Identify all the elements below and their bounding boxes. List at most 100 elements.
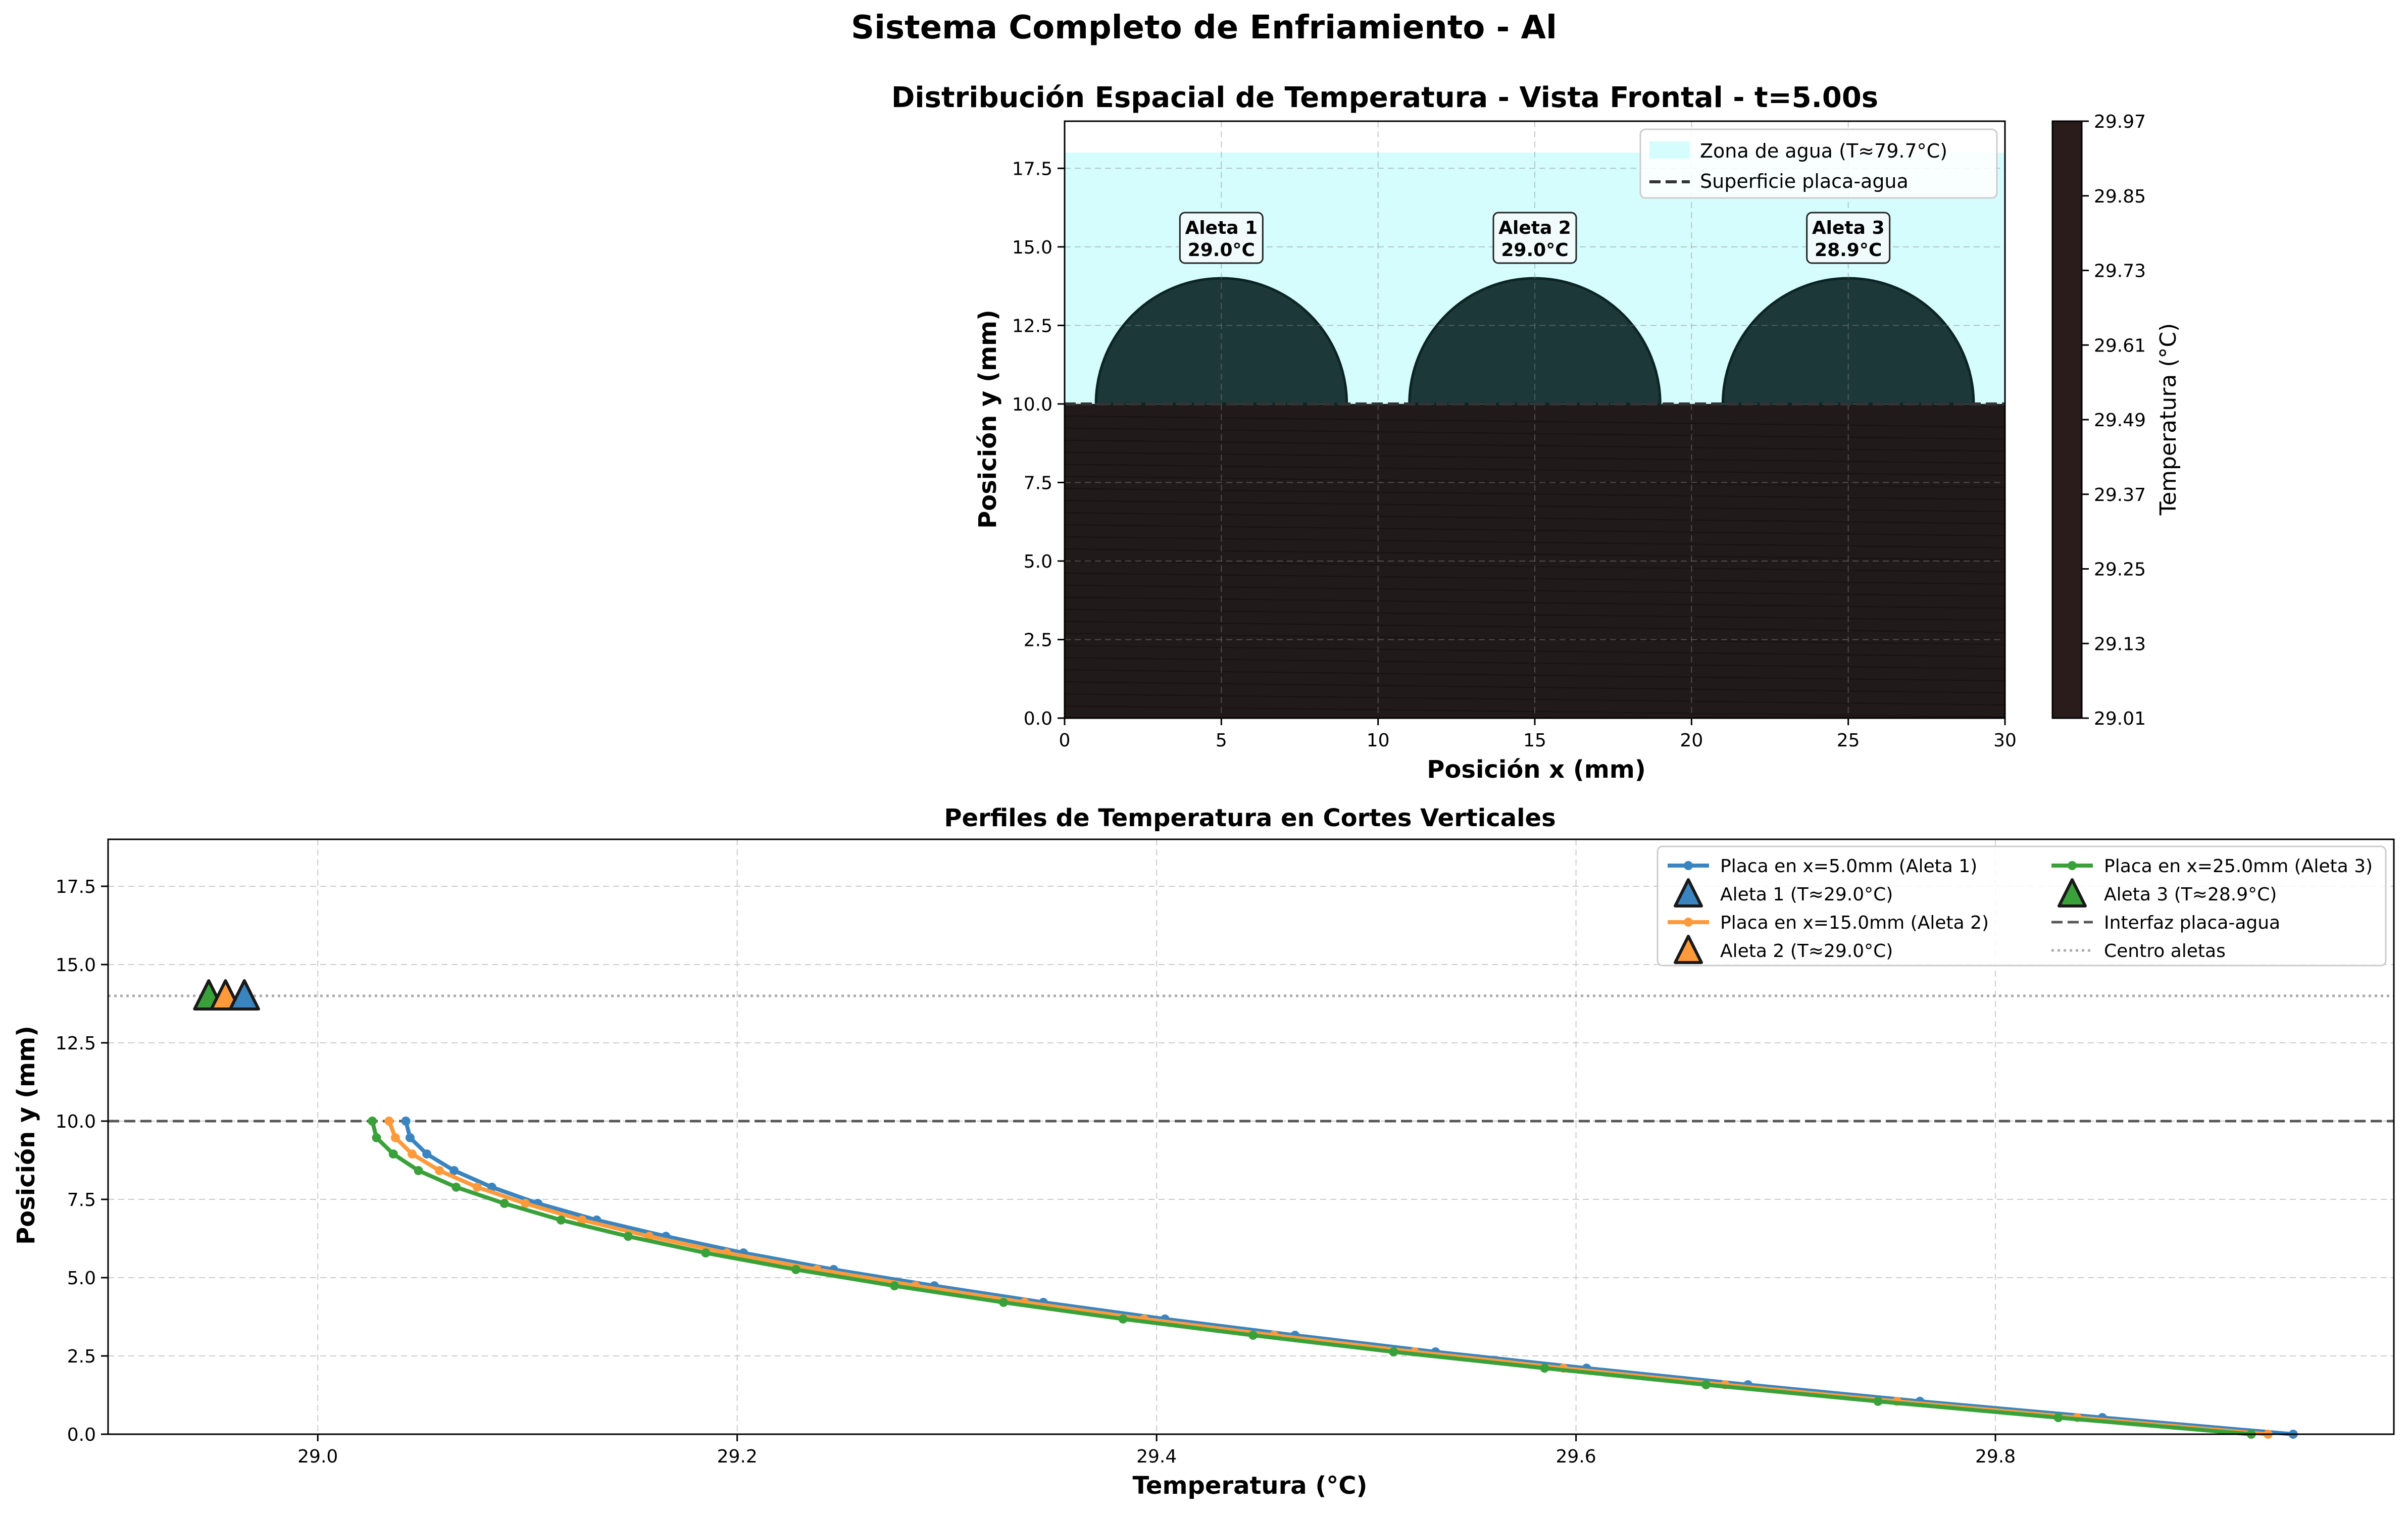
series-point <box>999 1297 1009 1307</box>
legend-point <box>2068 861 2077 870</box>
series-point <box>556 1215 566 1225</box>
contour-line <box>1064 560 2005 573</box>
y-tick-label: 0.0 <box>67 1425 96 1445</box>
series-point <box>405 1133 415 1142</box>
legend-marker <box>2058 878 2087 907</box>
x-tick-label: 10 <box>1367 730 1390 751</box>
y-tick-label: 0.0 <box>1024 709 1052 729</box>
y-tick-label: 7.5 <box>1024 473 1052 493</box>
series-point <box>451 1182 461 1192</box>
x-tick-label: 15 <box>1523 730 1546 751</box>
heatmap-xlabel: Posición x (mm) <box>1427 755 1646 784</box>
colorbar-label: Temperatura (°C) <box>2155 323 2181 516</box>
x-tick-label: 29.4 <box>1136 1446 1177 1467</box>
figure-title: Sistema Completo de Enfriamiento - Al <box>851 9 1557 46</box>
plot-frame <box>107 838 2395 1435</box>
x-tick-label: 25 <box>1837 730 1860 751</box>
series-point <box>435 1166 444 1175</box>
contour-line <box>1064 584 2005 597</box>
contour-line <box>1064 512 2005 525</box>
x-tick-label: 29.8 <box>1975 1446 2016 1467</box>
contour-line <box>1064 488 2005 500</box>
series-line-1 <box>404 1121 2294 1436</box>
series-point <box>1701 1380 1711 1390</box>
contour-line <box>1064 633 2005 645</box>
contour-line <box>1064 524 2005 536</box>
contour-line <box>1064 451 2005 464</box>
series-point <box>791 1265 800 1274</box>
legend-label: Aleta 1 (T≈29.0°C) <box>1720 884 1893 905</box>
x-tick-label: 5 <box>1216 730 1227 751</box>
contour-line <box>1064 681 2005 693</box>
fin-label-name: Aleta 1 <box>1185 218 1258 238</box>
profile-panel: Perfiles de Temperatura en Cortes Vertic… <box>12 804 2395 1500</box>
contour-line <box>1064 693 2005 705</box>
x-tick-label: 0 <box>1059 730 1071 751</box>
series-point <box>388 1149 398 1159</box>
series-point <box>372 1133 381 1142</box>
series-point <box>401 1117 411 1126</box>
colorbar-tick-label: 29.85 <box>2094 186 2146 207</box>
y-tick-label: 2.5 <box>1024 630 1052 650</box>
series-point <box>521 1199 530 1208</box>
heatmap-legend: Zona de agua (T≈79.7°C) Superficie placa-… <box>1639 128 1998 199</box>
colorbar-tick-label: 29.97 <box>2094 112 2146 132</box>
series-line-3 <box>370 1121 2251 1436</box>
contour-line <box>1064 464 2005 476</box>
contour-line <box>1064 621 2005 633</box>
colorbar: 29.01 29.13 29.25 29.37 29.49 29.61 29.73 29.85… <box>2051 112 2146 729</box>
legend-swatch-water <box>1649 141 1690 159</box>
contour-line <box>1064 596 2005 609</box>
series-point <box>1248 1331 1258 1340</box>
colorbar-fill <box>2051 120 2083 719</box>
colorbar-tick-label: 29.49 <box>2094 410 2146 431</box>
series-point <box>890 1281 899 1291</box>
contour-line <box>1064 705 2005 718</box>
colorbar-tick-label: 29.37 <box>2094 485 2146 506</box>
y-tick-label: 10.0 <box>56 1112 96 1132</box>
series-point <box>577 1215 587 1225</box>
fin-label-name: Aleta 2 <box>1498 218 1571 238</box>
legend-point <box>1684 918 1693 927</box>
y-tick-label: 17.5 <box>56 877 96 897</box>
series-point <box>472 1182 482 1192</box>
series-point <box>2053 1413 2063 1423</box>
x-tick-label: 20 <box>1680 730 1703 751</box>
y-tick-label: 12.5 <box>56 1033 96 1054</box>
fin-label-temp: 29.0°C <box>1501 240 1568 261</box>
contour-line <box>1064 536 2005 548</box>
series-point <box>422 1149 432 1159</box>
legend-label: Centro aletas <box>2104 941 2226 962</box>
colorbar-tick-label: 29.25 <box>2094 560 2146 580</box>
fin-label-temp: 28.9°C <box>1815 240 1882 261</box>
y-tick-label: 2.5 <box>67 1346 96 1367</box>
series-point <box>384 1117 394 1126</box>
contour-line <box>1064 415 2005 428</box>
fin-label-name: Aleta 3 <box>1812 218 1885 238</box>
contour-line <box>1064 548 2005 561</box>
series-point <box>499 1199 509 1208</box>
series-point <box>1873 1396 1883 1406</box>
colorbar-tick-label: 29.73 <box>2094 261 2146 282</box>
x-tick-label: 29.0 <box>297 1446 338 1467</box>
series-point <box>449 1166 459 1175</box>
legend-label: Aleta 3 (T≈28.9°C) <box>2104 884 2277 905</box>
y-tick-label: 5.0 <box>1024 551 1052 572</box>
contour-line <box>1064 572 2005 585</box>
contour-line <box>1064 500 2005 513</box>
fin-1 <box>1094 277 1348 406</box>
colorbar-tick-label: 29.61 <box>2094 335 2146 356</box>
x-tick-label: 29.2 <box>717 1446 758 1467</box>
plate-region <box>1065 403 2005 718</box>
contour-line <box>1064 439 2005 452</box>
y-tick-label: 15.0 <box>56 955 96 976</box>
legend-marker <box>1674 935 1703 964</box>
contour-line <box>1064 669 2005 682</box>
fin-label-box <box>1492 212 1577 264</box>
contour-line <box>1064 427 2005 440</box>
y-tick-label: 7.5 <box>67 1190 96 1210</box>
heatmap-ylabel: Posición y (mm) <box>974 310 1002 529</box>
x-tick-label: 30 <box>1993 730 2017 751</box>
